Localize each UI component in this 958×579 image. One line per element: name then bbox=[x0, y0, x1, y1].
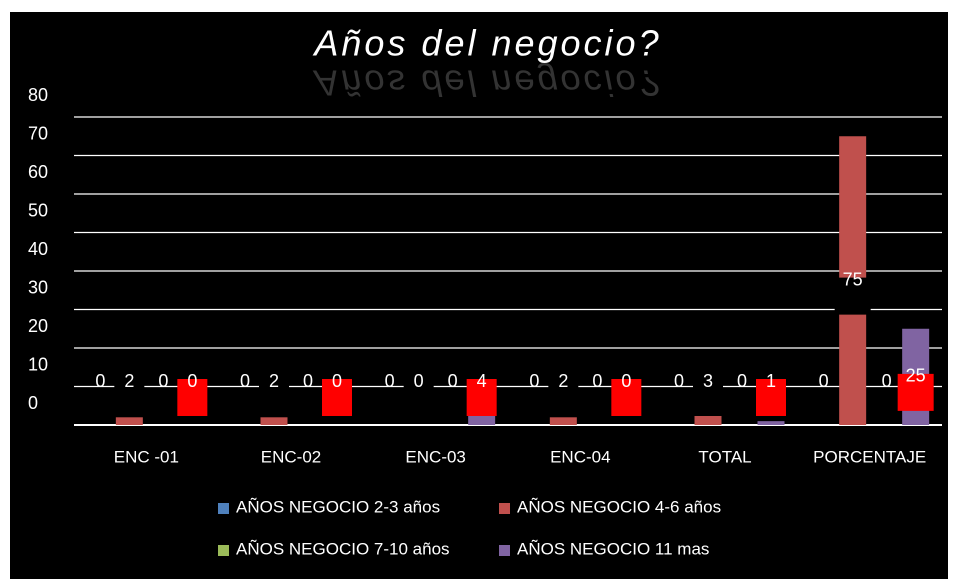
y-tick-label: 50 bbox=[28, 200, 48, 220]
legend-label: AÑOS NEGOCIO 11 mas bbox=[517, 539, 709, 558]
data-label: 4 bbox=[477, 371, 487, 391]
data-label: 0 bbox=[448, 371, 458, 391]
x-tick-label: ENC-02 bbox=[261, 447, 321, 466]
y-tick-label: 70 bbox=[28, 123, 48, 143]
data-label-box bbox=[403, 379, 434, 416]
legend-swatch bbox=[218, 545, 229, 556]
bar bbox=[549, 417, 577, 425]
data-label: 0 bbox=[332, 371, 342, 391]
data-label-box bbox=[897, 373, 934, 411]
data-label: 2 bbox=[269, 371, 279, 391]
data-label-box bbox=[177, 379, 208, 416]
data-label: 0 bbox=[95, 371, 105, 391]
data-label: 3 bbox=[703, 371, 713, 391]
y-tick-label: 80 bbox=[28, 85, 48, 105]
y-tick-label: 20 bbox=[28, 316, 48, 336]
data-label: 0 bbox=[414, 371, 424, 391]
chart-title-reflection: Años del negocio? bbox=[312, 62, 661, 103]
chart-title: Años del negocio? bbox=[312, 23, 661, 64]
data-label: 25 bbox=[906, 366, 926, 386]
y-tick-label: 30 bbox=[28, 277, 48, 297]
data-label-box bbox=[114, 379, 145, 416]
data-label-box bbox=[466, 379, 497, 416]
y-tick-label: 40 bbox=[28, 239, 48, 259]
data-label: 0 bbox=[529, 371, 539, 391]
bar bbox=[260, 417, 288, 425]
data-label: 0 bbox=[303, 371, 313, 391]
data-label-box bbox=[693, 379, 723, 416]
x-tick-label: ENC -01 bbox=[114, 447, 179, 466]
y-tick-label: 10 bbox=[28, 354, 48, 374]
data-label: 2 bbox=[558, 371, 568, 391]
legend-label: AÑOS NEGOCIO 4-6 años bbox=[517, 497, 721, 516]
data-label: 0 bbox=[385, 371, 395, 391]
data-label: 0 bbox=[621, 371, 631, 391]
y-tick-label: 0 bbox=[28, 393, 38, 413]
data-label: 1 bbox=[766, 371, 776, 391]
data-label-box bbox=[259, 379, 289, 416]
data-label-box bbox=[756, 379, 786, 416]
bar bbox=[115, 417, 143, 425]
bar bbox=[757, 421, 785, 425]
data-label: 0 bbox=[674, 371, 684, 391]
data-label: 0 bbox=[240, 371, 250, 391]
x-tick-label: ENC-03 bbox=[405, 447, 465, 466]
data-label: 0 bbox=[592, 371, 602, 391]
data-label-box bbox=[611, 379, 642, 416]
data-label-box bbox=[322, 379, 352, 416]
x-tick-label: TOTAL bbox=[698, 447, 751, 466]
data-label: 0 bbox=[737, 371, 747, 391]
data-label-box bbox=[548, 379, 579, 416]
chart-background bbox=[10, 12, 948, 579]
x-tick-label: ENC-04 bbox=[550, 447, 610, 466]
legend-label: AÑOS NEGOCIO 2-3 años bbox=[236, 497, 440, 516]
y-tick-label: 60 bbox=[28, 162, 48, 182]
legend-swatch bbox=[218, 503, 229, 514]
data-label-box bbox=[834, 277, 871, 315]
legend-swatch bbox=[499, 545, 510, 556]
legend-label: AÑOS NEGOCIO 7-10 años bbox=[236, 539, 450, 558]
bar bbox=[694, 413, 722, 425]
data-label: 2 bbox=[124, 371, 134, 391]
data-label: 0 bbox=[882, 371, 892, 391]
data-label: 0 bbox=[819, 371, 829, 391]
legend-swatch bbox=[499, 503, 510, 514]
data-label: 0 bbox=[158, 371, 168, 391]
data-label: 75 bbox=[843, 269, 863, 289]
data-label: 0 bbox=[187, 371, 197, 391]
x-tick-label: PORCENTAJE bbox=[813, 447, 926, 466]
